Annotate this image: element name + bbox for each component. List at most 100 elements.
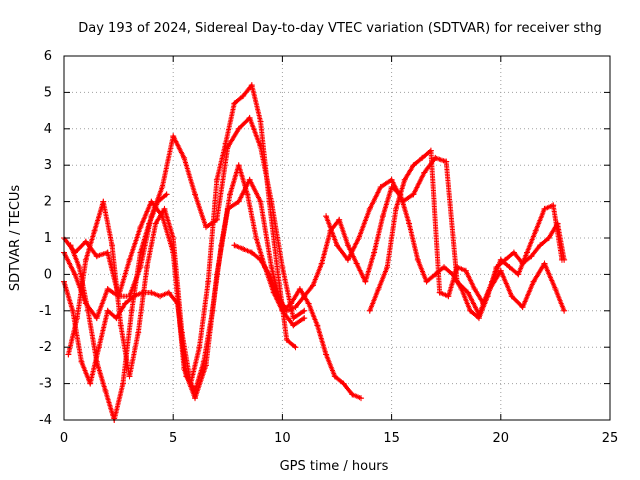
data-point xyxy=(336,216,343,223)
data-point xyxy=(537,242,544,249)
data-point xyxy=(288,300,295,307)
data-point xyxy=(305,300,312,307)
y-tick-label: 3 xyxy=(44,158,52,173)
data-point xyxy=(202,224,209,231)
y-tick-label: 4 xyxy=(44,122,52,137)
data-point xyxy=(334,242,340,249)
x-tick-label: 5 xyxy=(169,431,177,446)
data-point xyxy=(296,285,303,292)
series-sat-c xyxy=(61,162,365,402)
data-point xyxy=(192,395,199,402)
data-point xyxy=(480,300,487,307)
data-point xyxy=(309,282,316,289)
data-point xyxy=(410,162,417,169)
data-point xyxy=(283,307,290,314)
data-point xyxy=(192,191,199,198)
data-point xyxy=(414,256,421,263)
data-point xyxy=(246,114,253,121)
data-point xyxy=(95,344,102,351)
data-point xyxy=(441,264,448,271)
data-point xyxy=(290,322,297,329)
data-point xyxy=(93,358,100,365)
data-point xyxy=(366,307,373,314)
data-point xyxy=(205,278,212,285)
data-point xyxy=(137,249,144,256)
data-point xyxy=(377,184,384,191)
data-point xyxy=(344,242,351,249)
data-point xyxy=(323,351,330,358)
data-point xyxy=(135,329,142,336)
data-point xyxy=(257,198,264,205)
data-point xyxy=(445,293,452,300)
data-point xyxy=(489,278,496,285)
data-point xyxy=(550,202,557,209)
data-point xyxy=(152,220,159,227)
data-point xyxy=(231,100,238,107)
data-point xyxy=(545,235,552,241)
data-point xyxy=(119,380,126,387)
data-point xyxy=(240,93,247,100)
data-point xyxy=(235,125,242,132)
data-point xyxy=(71,271,78,278)
data-point xyxy=(231,242,238,249)
data-point xyxy=(122,300,129,307)
data-point xyxy=(275,293,282,300)
data-point xyxy=(222,140,229,147)
data-point xyxy=(163,191,170,198)
x-axis-label: GPS time / hours xyxy=(280,459,389,474)
data-point xyxy=(432,271,439,278)
data-point xyxy=(530,278,537,285)
data-point xyxy=(246,176,253,183)
data-point xyxy=(257,256,264,263)
data-point xyxy=(541,205,548,212)
data-point xyxy=(323,213,330,220)
chart-title: Day 193 of 2024, Sidereal Day-to-day VTE… xyxy=(78,21,602,36)
y-tick-label: 5 xyxy=(44,85,52,100)
data-point xyxy=(392,205,399,212)
data-point xyxy=(301,315,308,322)
data-point xyxy=(74,315,81,322)
data-series xyxy=(61,82,568,423)
data-point xyxy=(113,315,120,322)
data-point xyxy=(69,307,76,314)
y-tick-label: 0 xyxy=(44,267,52,282)
data-point xyxy=(170,235,177,241)
data-point xyxy=(91,227,98,234)
x-tick-label: 10 xyxy=(274,431,291,446)
data-point xyxy=(126,256,133,263)
data-point xyxy=(202,362,209,369)
data-point xyxy=(146,220,153,227)
y-axis-label: SDTVAR / TECUs xyxy=(8,185,23,292)
data-point xyxy=(148,289,155,296)
data-point xyxy=(358,395,365,402)
data-point xyxy=(109,242,116,249)
series-sat-h xyxy=(366,147,565,314)
data-point xyxy=(471,285,478,292)
data-point xyxy=(475,311,482,318)
data-point xyxy=(275,271,282,278)
data-point xyxy=(93,315,100,322)
data-point xyxy=(406,220,413,227)
data-point xyxy=(388,176,395,183)
data-point xyxy=(268,264,275,271)
data-point xyxy=(248,249,255,256)
data-point xyxy=(82,256,89,263)
data-point xyxy=(427,147,434,154)
data-point xyxy=(104,307,111,314)
data-point xyxy=(528,253,535,260)
data-point xyxy=(213,176,220,183)
data-point xyxy=(143,264,150,271)
data-point xyxy=(244,191,251,198)
data-point xyxy=(192,387,199,394)
data-point xyxy=(524,249,531,256)
data-point xyxy=(137,224,144,231)
data-point xyxy=(200,358,207,365)
data-point xyxy=(87,380,94,387)
data-point xyxy=(331,373,338,380)
data-point xyxy=(235,198,242,205)
series-sat-d xyxy=(65,82,299,387)
data-point xyxy=(421,169,428,176)
y-tick-label: 6 xyxy=(44,49,52,64)
data-point xyxy=(248,82,255,89)
data-point xyxy=(253,235,260,241)
